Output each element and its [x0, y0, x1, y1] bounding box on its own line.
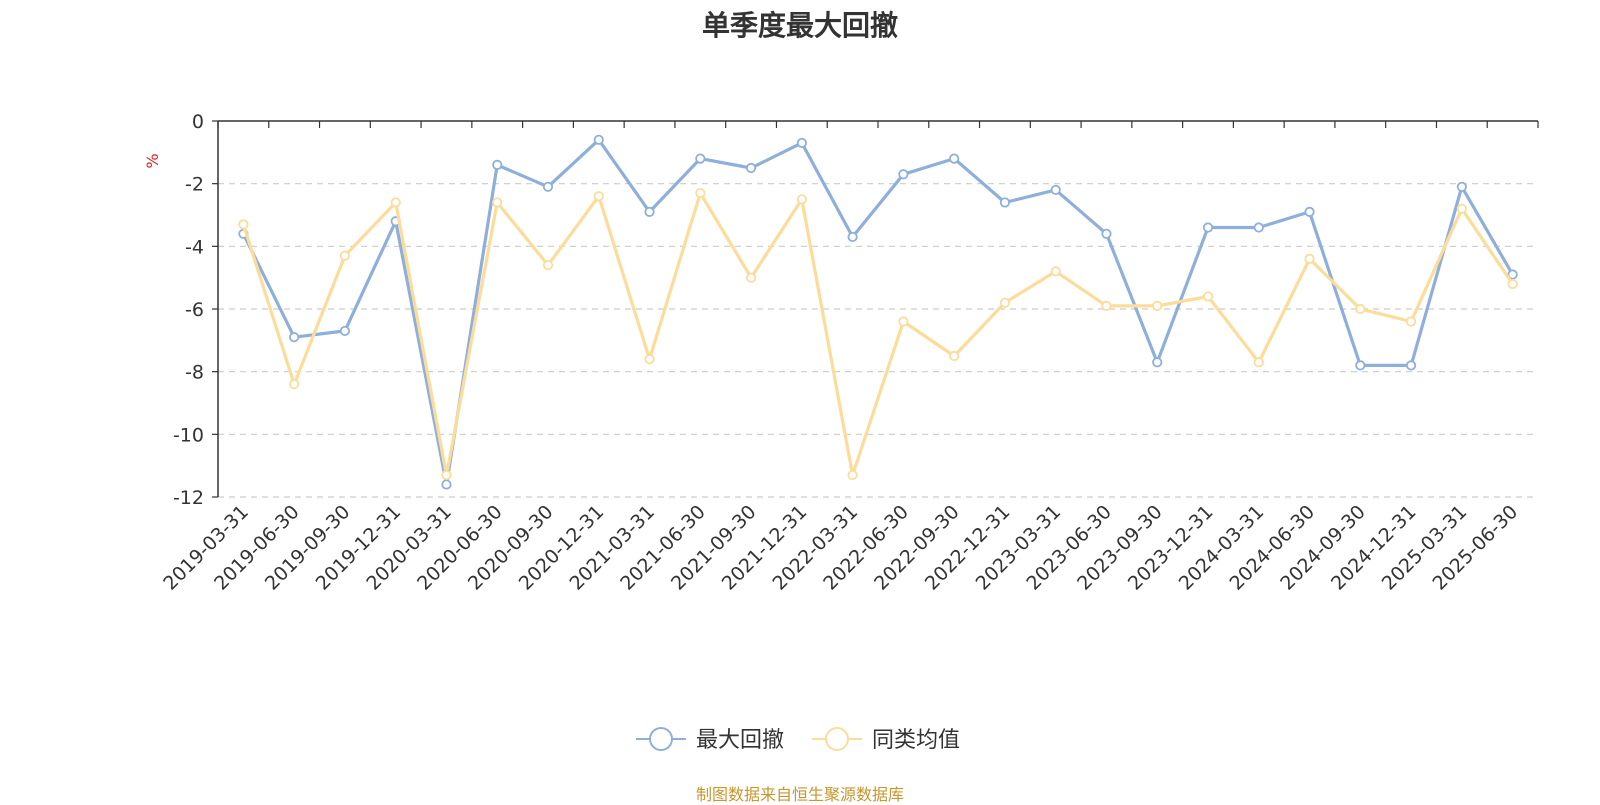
- data-point: [644, 206, 655, 217]
- data-point: [1507, 269, 1518, 280]
- data-point: [1304, 206, 1315, 217]
- data-point: [1253, 222, 1264, 233]
- data-point: [542, 181, 554, 192]
- series-lines: [238, 134, 1518, 490]
- legend-label: 同类均值: [872, 728, 960, 753]
- data-point: [695, 153, 706, 164]
- data-point: [796, 137, 807, 149]
- data-point: [898, 316, 909, 327]
- y-tick-label: -10: [173, 424, 204, 446]
- data-point: [999, 297, 1011, 308]
- data-point: [1050, 266, 1061, 277]
- data-point: [289, 332, 300, 343]
- data-point: [593, 191, 604, 202]
- grid-lines: [218, 183, 1538, 498]
- data-point: [1050, 184, 1061, 196]
- data-point: [492, 159, 503, 170]
- data-point: [847, 469, 858, 481]
- y-tick-label: -6: [185, 299, 204, 321]
- data-point: [644, 354, 655, 365]
- legend-label: 最大回撤: [696, 728, 784, 753]
- series-1: [238, 134, 1518, 490]
- data-point: [1355, 360, 1366, 371]
- data-point: [1202, 222, 1214, 233]
- legend-item[interactable]: 同类均值: [812, 727, 960, 753]
- data-point: [390, 197, 401, 208]
- legend-marker: [825, 727, 849, 751]
- data-point: [542, 260, 554, 271]
- series-line: [241, 191, 1514, 477]
- data-point: [593, 134, 604, 145]
- data-point: [1456, 203, 1467, 214]
- data-point: [339, 325, 351, 337]
- legend-item[interactable]: 最大回撤: [636, 727, 784, 753]
- data-point: [492, 197, 503, 208]
- y-axis-label: %: [143, 153, 162, 168]
- data-point: [949, 350, 960, 362]
- data-point: [289, 379, 300, 390]
- y-tick-label: -2: [185, 174, 204, 196]
- data-point: [1456, 181, 1467, 192]
- data-point: [1304, 253, 1315, 264]
- data-point: [1405, 360, 1417, 371]
- data-point: [847, 231, 858, 243]
- source-note: 制图数据来自恒生聚源数据库: [695, 785, 904, 804]
- legend-marker: [649, 727, 673, 751]
- data-point: [238, 219, 249, 230]
- y-tick-label: 0: [192, 111, 204, 133]
- series-line: [241, 138, 1514, 487]
- data-point: [695, 187, 706, 199]
- data-point: [441, 479, 452, 490]
- legend[interactable]: 最大回撤 同类均值: [636, 727, 960, 753]
- data-point: [1405, 316, 1417, 327]
- data-point: [1101, 300, 1112, 311]
- data-point: [1152, 357, 1163, 368]
- data-point: [949, 153, 960, 164]
- data-point: [1253, 357, 1264, 368]
- y-tick-label: -8: [185, 362, 204, 384]
- series-2: [238, 187, 1518, 481]
- data-point: [1507, 278, 1518, 290]
- data-point: [1355, 303, 1366, 315]
- y-tick-label: -4: [185, 236, 204, 258]
- data-point: [339, 250, 351, 261]
- data-point: [745, 162, 757, 174]
- data-point: [1202, 291, 1214, 302]
- data-point: [1101, 228, 1112, 239]
- chart-title: 单季度最大回撤: [701, 9, 898, 42]
- data-point: [1152, 300, 1163, 311]
- data-point: [745, 272, 757, 283]
- data-point: [898, 169, 909, 180]
- y-tick-label: -12: [173, 487, 204, 509]
- data-point: [441, 469, 452, 481]
- data-point: [999, 197, 1011, 208]
- data-point: [796, 194, 807, 205]
